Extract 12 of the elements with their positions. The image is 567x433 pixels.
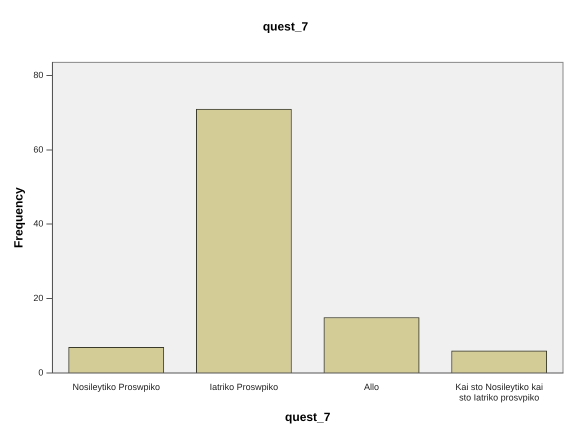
- x-tick-label: Iatriko Proswpiko: [210, 382, 278, 392]
- y-tick-label: 20: [33, 293, 44, 304]
- y-axis-title: Frequency: [12, 187, 26, 248]
- x-tick-label: Kai sto Nosileytiko kai sto Iatriko prosvpiko: [455, 382, 543, 403]
- x-axis-title: quest_7: [285, 410, 331, 424]
- y-tick-label: 40: [33, 218, 44, 229]
- y-tick-label: 60: [33, 144, 44, 154]
- chart-title: quest_7: [262, 20, 308, 34]
- x-tick-label: Allo: [364, 382, 380, 392]
- y-tick-label: 80: [33, 70, 44, 80]
- y-tick-label: 0: [38, 367, 44, 378]
- x-tick-label: Nosileytiko Proswpiko: [72, 382, 160, 392]
